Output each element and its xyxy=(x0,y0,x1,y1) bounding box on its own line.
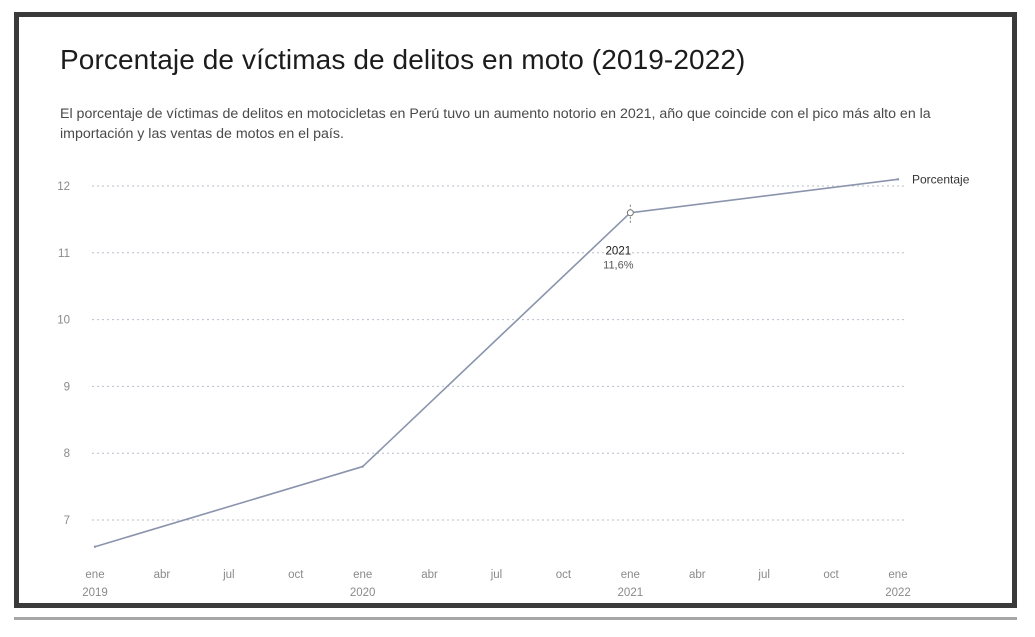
chart-subtitle: El porcentaje de víctimas de delitos en … xyxy=(60,106,931,142)
x-tick-label: abr xyxy=(689,569,706,581)
x-tick-label: abr xyxy=(421,569,438,581)
annotation-value: 11,6% xyxy=(603,260,634,272)
chart-title: Porcentaje de víctimas de delitos en mot… xyxy=(60,44,746,75)
y-axis-ticks: 12 11 10 9 8 7 xyxy=(57,181,70,527)
series-label: Porcentaje xyxy=(912,172,970,186)
y-tick-label: 9 xyxy=(64,381,70,393)
x-tick-year-label: 2020 xyxy=(350,587,376,599)
series-line-porcentaje xyxy=(94,178,899,548)
x-tick-year-label: 2022 xyxy=(885,587,911,599)
x-tick-label: ene xyxy=(85,569,104,581)
x-tick-label: oct xyxy=(556,569,572,581)
x-tick-label: oct xyxy=(288,569,304,581)
y-tick-label: 12 xyxy=(57,181,70,193)
bottom-rule xyxy=(14,617,1017,620)
annotation-year: 2021 xyxy=(606,246,632,258)
y-tick-label: 11 xyxy=(58,248,70,260)
x-axis-ticks: ene 2019 abr jul oct ene 2020 abr jul oct ene 2021 a… xyxy=(82,569,911,599)
gridlines xyxy=(92,185,905,521)
chart-frame xyxy=(14,12,1017,608)
x-tick-label: ene xyxy=(888,569,907,581)
x-tick-label: jul xyxy=(757,569,770,581)
data-point xyxy=(896,178,900,181)
x-tick-label: oct xyxy=(823,569,839,581)
x-tick-label: jul xyxy=(490,569,503,581)
x-tick-label: abr xyxy=(154,569,171,581)
annotation-layer: 2021 11,6% xyxy=(603,204,634,272)
data-point xyxy=(93,545,97,548)
y-tick-label: 10 xyxy=(57,315,70,327)
annotation-marker xyxy=(626,209,634,217)
x-tick-label: ene xyxy=(621,569,640,581)
x-tick-label: jul xyxy=(222,569,235,581)
x-tick-year-label: 2021 xyxy=(618,587,644,599)
x-tick-label: ene xyxy=(353,569,372,581)
series-layer: Porcentaje xyxy=(93,172,970,548)
data-point xyxy=(361,465,364,468)
x-tick-year-label: 2019 xyxy=(82,587,108,599)
y-tick-label: 7 xyxy=(64,515,70,527)
y-tick-label: 8 xyxy=(64,448,70,460)
